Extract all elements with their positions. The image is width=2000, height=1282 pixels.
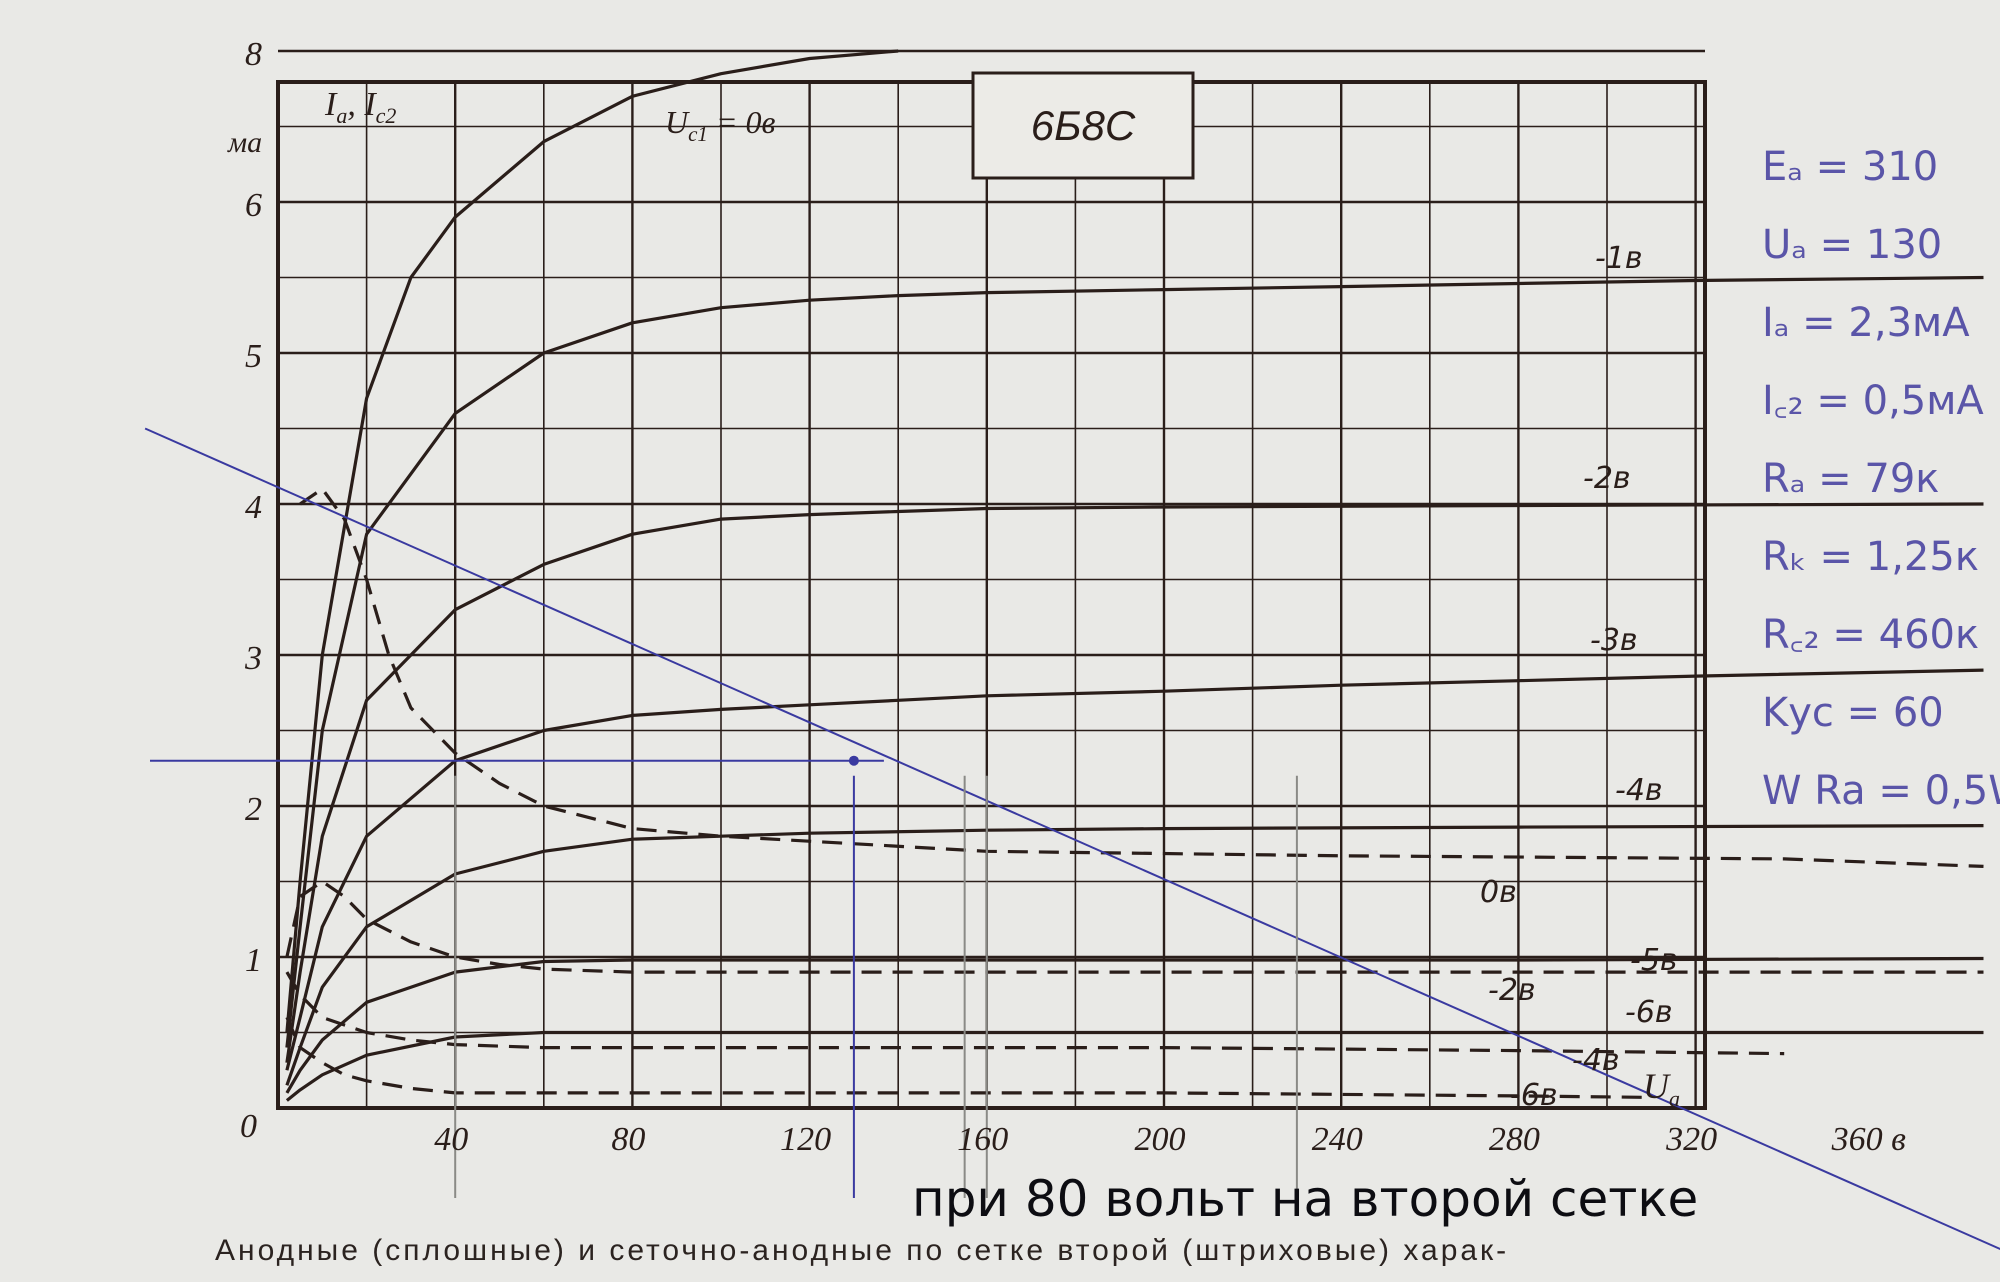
series-line-3 (285, 668, 1984, 1071)
x-tick-label-1: 40 (434, 1121, 468, 1158)
note-rk: Rₖ = 1,25к (1762, 534, 1979, 580)
operating-point (848, 755, 859, 766)
x-tick-label-8: 320 (1665, 1121, 1717, 1158)
series-line-7 (299, 487, 1984, 868)
handwritten-notes: Eₐ = 310 Uₐ = 130 Iₐ = 2,3мА I꜀₂ = 0,5мА… (1762, 128, 2000, 830)
tube-title: 6Б8С (1031, 102, 1136, 149)
tube-title-box (971, 71, 1195, 180)
curve-label-neg2: -2в (1583, 461, 1631, 496)
y-tick-label-5: 6 (245, 187, 262, 224)
annotation-group (144, 427, 2000, 1251)
x-tick-label-6: 240 (1312, 1121, 1363, 1158)
x-tick-label-3: 120 (780, 1121, 831, 1158)
dashed-label-neg4: -4в (1572, 1043, 1620, 1078)
curve-label-neg6: -6в (1625, 995, 1673, 1030)
series-line-8 (285, 879, 1984, 974)
x-tick-label-9: 360 в (1831, 1121, 1907, 1158)
ucl-label: Uc1 = 0в (665, 104, 776, 146)
note-wra: W Ra = 0,5W (1762, 768, 2000, 814)
series-line-1 (285, 275, 1984, 1048)
x-tick-label-4: 160 (957, 1121, 1008, 1158)
x-tick-label-2: 80 (611, 1121, 645, 1158)
load-line (144, 427, 2000, 1251)
x-tick-label-5: 200 (1135, 1121, 1186, 1158)
printed-caption: Анодные (сплошные) и сеточно-анодные по … (215, 1234, 1510, 1267)
series-line-6 (285, 1030, 1984, 1102)
note-kus: Kус = 60 (1762, 690, 1944, 736)
dashed-label-neg2: -2в (1488, 973, 1536, 1008)
curve-label-neg4: -4в (1615, 773, 1663, 808)
curve-label-neg1: -1в (1595, 241, 1643, 276)
y-tick-label-1: 2 (245, 791, 262, 828)
note-ea: Eₐ = 310 (1762, 144, 1939, 190)
series-line-2 (285, 502, 1984, 1063)
note-ua: Uₐ = 130 (1762, 222, 1943, 268)
series-line-5 (285, 956, 1984, 1094)
y-tick-label-3: 4 (245, 489, 262, 526)
note-ic2: I꜀₂ = 0,5мА (1762, 378, 1984, 424)
y-unit-label: ма (227, 126, 262, 159)
y-axis-label: Ia, Ic2 (324, 86, 396, 128)
note-ra: Rₐ = 79к (1762, 456, 1940, 502)
series-line-0 (285, 49, 899, 1033)
tick-labels: 40 80 120 160 200 240 280 320 360 в 1 2 3 4 5 6 8 (244, 36, 1906, 1158)
note-rc2: R꜀₂ = 460к (1762, 612, 1980, 658)
curve-label-neg5: -5в (1630, 943, 1678, 978)
dashed-label-0: 0в (1480, 875, 1517, 910)
curve-label-neg3: -3в (1590, 623, 1638, 658)
x-axis-label: Ua (1643, 1066, 1680, 1111)
note-ia: Iₐ = 2,3мА (1762, 300, 1970, 346)
y-tick-label-2: 3 (244, 640, 262, 677)
y-tick-label-6: 8 (245, 36, 262, 73)
origin-label: 0 (240, 1108, 257, 1145)
x-tick-label-7: 280 (1489, 1121, 1540, 1158)
y-tick-label-0: 1 (245, 942, 262, 979)
dashed-label-neg6: -6в (1510, 1078, 1558, 1113)
y-tick-label-4: 5 (245, 338, 262, 375)
grid (276, 49, 1707, 1110)
overlay-caption: при 80 вольт на второй сетке (912, 1170, 1699, 1228)
series-line-4 (285, 824, 1984, 1086)
